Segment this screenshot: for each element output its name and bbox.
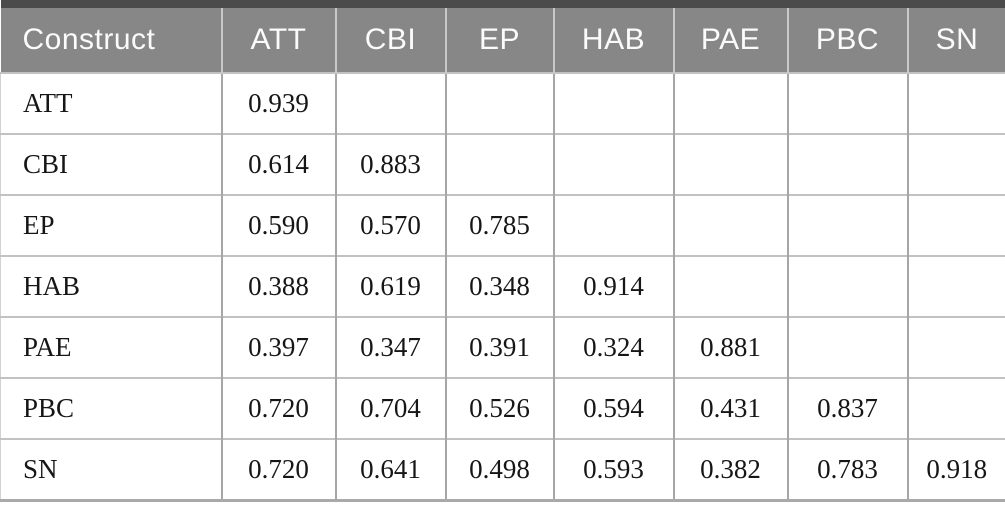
table-row-cbi: CBI 0.614 0.883	[0, 133, 1005, 195]
cell-sn-att: 0.720	[220, 438, 336, 501]
row-label-cbi: CBI	[0, 133, 222, 195]
cell-ep-sn	[906, 194, 1005, 256]
cell-cbi-att: 0.614	[220, 133, 336, 195]
cell-hab-cbi: 0.619	[334, 255, 446, 317]
cell-hab-hab: 0.914	[552, 255, 674, 317]
cell-ep-ep: 0.785	[444, 194, 554, 256]
table-body: ATT 0.939 CBI 0.614 0.883 EP 0.590 0.570 0.785 HA…	[0, 72, 1005, 501]
cell-pbc-sn	[906, 377, 1005, 439]
cell-hab-att: 0.388	[220, 255, 336, 317]
cell-pbc-pbc: 0.837	[786, 377, 908, 439]
row-label-pbc: PBC	[0, 377, 222, 439]
row-label-hab: HAB	[0, 255, 222, 317]
cell-pae-ep: 0.391	[444, 316, 554, 378]
cell-cbi-ep	[444, 133, 554, 195]
header-cbi: CBI	[334, 4, 446, 73]
header-pae: PAE	[672, 4, 788, 73]
correlation-table-figure: Construct ATT CBI EP HAB PAE PBC SN ATT 0.939 CBI…	[0, 0, 1005, 502]
table-header: Construct ATT CBI EP HAB PAE PBC SN	[0, 4, 1005, 73]
header-row: Construct ATT CBI EP HAB PAE PBC SN	[0, 4, 1005, 73]
cell-cbi-hab	[552, 133, 674, 195]
table-row-att: ATT 0.939	[0, 72, 1005, 134]
cell-cbi-cbi: 0.883	[334, 133, 446, 195]
cell-pae-sn	[906, 316, 1005, 378]
cell-att-cbi	[334, 72, 446, 134]
cell-ep-att: 0.590	[220, 194, 336, 256]
header-sn: SN	[906, 4, 1005, 73]
table-row-hab: HAB 0.388 0.619 0.348 0.914	[0, 255, 1005, 317]
cell-sn-pbc: 0.783	[786, 438, 908, 501]
cell-att-sn	[906, 72, 1005, 134]
cell-cbi-pbc	[786, 133, 908, 195]
table-row-pbc: PBC 0.720 0.704 0.526 0.594 0.431 0.837	[0, 377, 1005, 439]
table-row-pae: PAE 0.397 0.347 0.391 0.324 0.881	[0, 316, 1005, 378]
cell-sn-pae: 0.382	[672, 438, 788, 501]
cell-sn-sn: 0.918	[906, 438, 1005, 501]
cell-pbc-hab: 0.594	[552, 377, 674, 439]
cell-sn-hab: 0.593	[552, 438, 674, 501]
cell-sn-ep: 0.498	[444, 438, 554, 501]
cell-hab-sn	[906, 255, 1005, 317]
cell-pbc-pae: 0.431	[672, 377, 788, 439]
header-pbc: PBC	[786, 4, 908, 73]
cell-sn-cbi: 0.641	[334, 438, 446, 501]
cell-pae-att: 0.397	[220, 316, 336, 378]
cell-att-pbc	[786, 72, 908, 134]
table-row-ep: EP 0.590 0.570 0.785	[0, 194, 1005, 256]
row-label-att: ATT	[0, 72, 222, 134]
cell-pae-pbc	[786, 316, 908, 378]
cell-hab-pae	[672, 255, 788, 317]
cell-att-ep	[444, 72, 554, 134]
header-att: ATT	[220, 4, 336, 73]
cell-pae-pae: 0.881	[672, 316, 788, 378]
cell-att-hab	[552, 72, 674, 134]
cell-pbc-att: 0.720	[220, 377, 336, 439]
cell-pae-cbi: 0.347	[334, 316, 446, 378]
cell-pbc-ep: 0.526	[444, 377, 554, 439]
header-hab: HAB	[552, 4, 674, 73]
correlation-table: Construct ATT CBI EP HAB PAE PBC SN ATT 0.939 CBI…	[0, 0, 1005, 502]
cell-cbi-sn	[906, 133, 1005, 195]
cell-cbi-pae	[672, 133, 788, 195]
cell-ep-pae	[672, 194, 788, 256]
cell-hab-pbc	[786, 255, 908, 317]
cell-ep-pbc	[786, 194, 908, 256]
row-label-ep: EP	[0, 194, 222, 256]
cell-att-pae	[672, 72, 788, 134]
cell-pbc-cbi: 0.704	[334, 377, 446, 439]
row-label-sn: SN	[0, 438, 222, 501]
cell-ep-hab	[552, 194, 674, 256]
header-ep: EP	[444, 4, 554, 73]
cell-ep-cbi: 0.570	[334, 194, 446, 256]
table-row-sn: SN 0.720 0.641 0.498 0.593 0.382 0.783 0.918	[0, 438, 1005, 501]
cell-att-att: 0.939	[220, 72, 336, 134]
cell-hab-ep: 0.348	[444, 255, 554, 317]
header-construct: Construct	[0, 4, 222, 73]
cell-pae-hab: 0.324	[552, 316, 674, 378]
row-label-pae: PAE	[0, 316, 222, 378]
